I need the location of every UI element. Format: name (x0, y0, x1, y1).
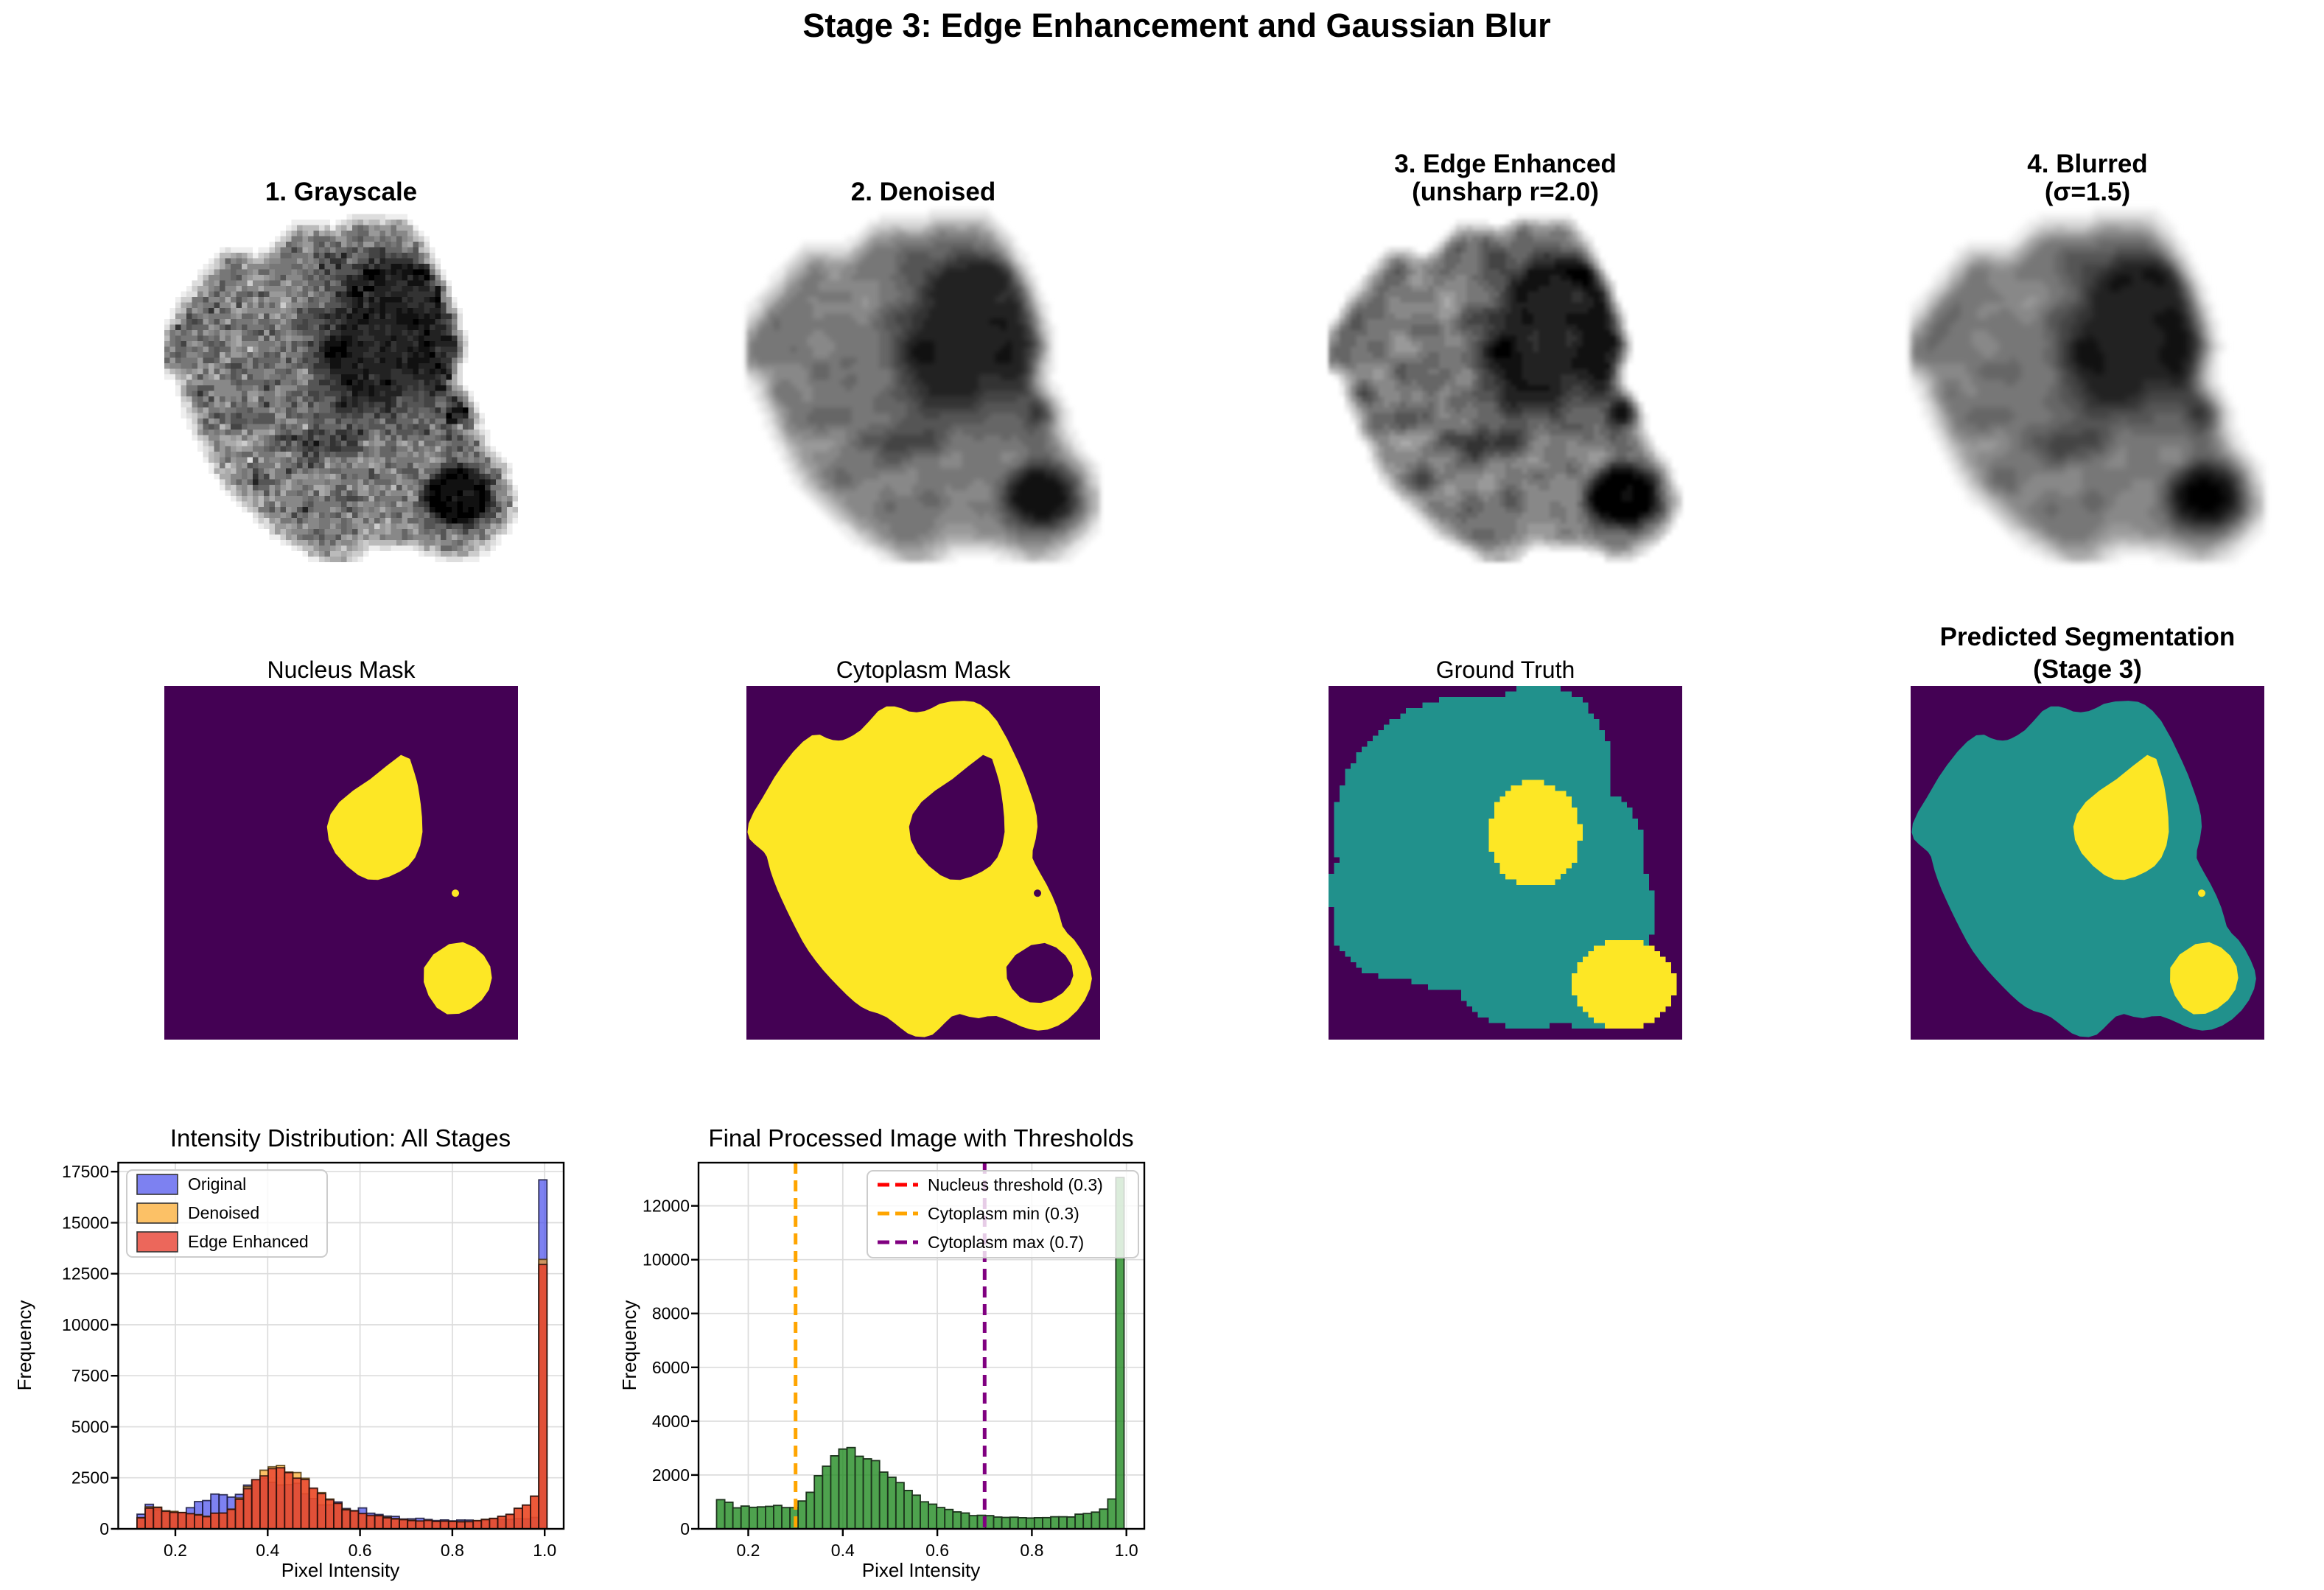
svg-text:Frequency: Frequency (618, 1300, 640, 1391)
svg-text:0.6: 0.6 (349, 1541, 372, 1560)
svg-text:4000: 4000 (652, 1412, 690, 1431)
svg-text:2. Denoised: 2. Denoised (851, 178, 995, 206)
svg-text:(Stage 3): (Stage 3) (2033, 655, 2142, 684)
svg-text:6000: 6000 (652, 1358, 690, 1377)
svg-text:Cytoplasm max (0.7): Cytoplasm max (0.7) (928, 1233, 1084, 1252)
svg-text:Cytoplasm Mask: Cytoplasm Mask (836, 656, 1012, 683)
svg-text:5000: 5000 (71, 1418, 109, 1437)
svg-text:Nucleus threshold (0.3): Nucleus threshold (0.3) (928, 1175, 1103, 1194)
svg-text:12000: 12000 (643, 1197, 690, 1216)
svg-text:1.0: 1.0 (1115, 1541, 1138, 1560)
svg-text:Intensity Distribution: All St: Intensity Distribution: All Stages (170, 1124, 511, 1152)
svg-text:7500: 7500 (71, 1366, 109, 1385)
svg-text:0.8: 0.8 (441, 1541, 464, 1560)
svg-text:Original: Original (188, 1174, 246, 1194)
svg-text:Denoised: Denoised (188, 1203, 259, 1222)
svg-text:4. Blurred: 4. Blurred (2027, 150, 2147, 178)
svg-text:2500: 2500 (71, 1468, 109, 1488)
svg-text:0.8: 0.8 (1020, 1541, 1043, 1560)
svg-text:(unsharp r=2.0): (unsharp r=2.0) (1412, 178, 1599, 206)
svg-text:Frequency: Frequency (13, 1300, 35, 1391)
svg-text:15000: 15000 (62, 1213, 109, 1233)
svg-text:Predicted Segmentation: Predicted Segmentation (1940, 623, 2236, 651)
svg-text:0.6: 0.6 (925, 1541, 949, 1560)
svg-text:Edge Enhanced: Edge Enhanced (188, 1232, 309, 1251)
svg-text:12500: 12500 (62, 1264, 109, 1283)
svg-text:Nucleus Mask: Nucleus Mask (267, 656, 416, 683)
svg-text:10000: 10000 (643, 1250, 690, 1269)
svg-text:0.2: 0.2 (164, 1541, 187, 1560)
svg-text:1. Grayscale: 1. Grayscale (265, 178, 417, 206)
svg-text:3. Edge Enhanced: 3. Edge Enhanced (1394, 150, 1616, 178)
svg-text:10000: 10000 (62, 1315, 109, 1334)
svg-text:Pixel Intensity: Pixel Intensity (862, 1559, 980, 1581)
svg-text:Pixel Intensity: Pixel Intensity (281, 1559, 399, 1581)
svg-text:17500: 17500 (62, 1162, 109, 1181)
svg-text:2000: 2000 (652, 1465, 690, 1485)
svg-text:0: 0 (99, 1519, 109, 1538)
svg-text:Stage 3: Edge Enhancement and: Stage 3: Edge Enhancement and Gaussian B… (802, 7, 1550, 44)
svg-text:8000: 8000 (652, 1304, 690, 1323)
svg-text:0.4: 0.4 (831, 1541, 855, 1560)
svg-text:Ground Truth: Ground Truth (1436, 656, 1575, 683)
svg-text:0: 0 (680, 1519, 690, 1538)
svg-text:1.0: 1.0 (533, 1541, 556, 1560)
svg-text:Cytoplasm min (0.3): Cytoplasm min (0.3) (928, 1204, 1079, 1223)
svg-text:Final Processed Image with Thr: Final Processed Image with Thresholds (708, 1124, 1133, 1152)
svg-text:(σ=1.5): (σ=1.5) (2045, 178, 2130, 206)
svg-text:0.4: 0.4 (256, 1541, 279, 1560)
svg-text:0.2: 0.2 (737, 1541, 760, 1560)
